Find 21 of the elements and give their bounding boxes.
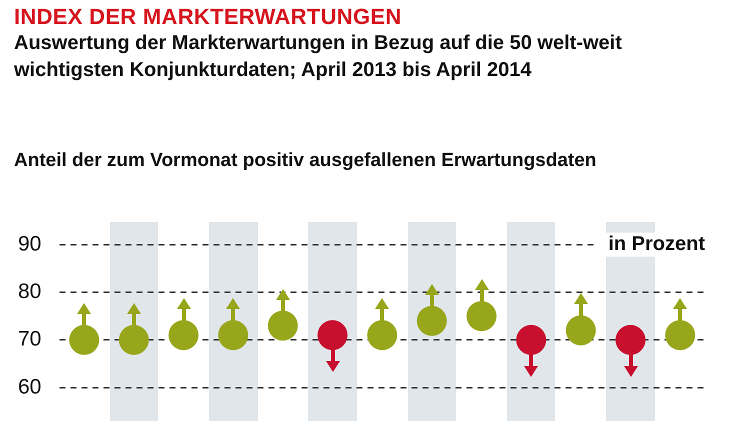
point — [168, 320, 199, 350]
y-tick-label: 90 — [18, 232, 42, 256]
point — [318, 320, 348, 350]
y-tick-label: 70 — [18, 328, 42, 351]
point — [665, 320, 696, 350]
point — [218, 320, 248, 350]
point — [69, 324, 100, 355]
point — [416, 306, 447, 336]
point — [118, 324, 149, 355]
point — [466, 301, 497, 332]
point — [616, 324, 646, 355]
chart-subtitle: Auswertung der Markterwartungen in Bezug auf die 50 welt-weit wichtigsten Konjunkturdaten; April 2013 bis April 2014 — [14, 31, 623, 83]
point — [566, 315, 596, 346]
point — [516, 324, 546, 355]
chart-title: INDEX DER MARKTERWARTUNGEN — [14, 4, 402, 30]
text: Anteil der zum Vormonat positiv ausgefallenen Erwartungsdaten — [14, 150, 596, 172]
y-tick-label: 60 — [18, 375, 42, 398]
point — [268, 310, 298, 341]
point — [367, 320, 398, 350]
y-axis-title: in Prozent — [608, 233, 706, 256]
y-tick-label: 80 — [18, 280, 42, 304]
